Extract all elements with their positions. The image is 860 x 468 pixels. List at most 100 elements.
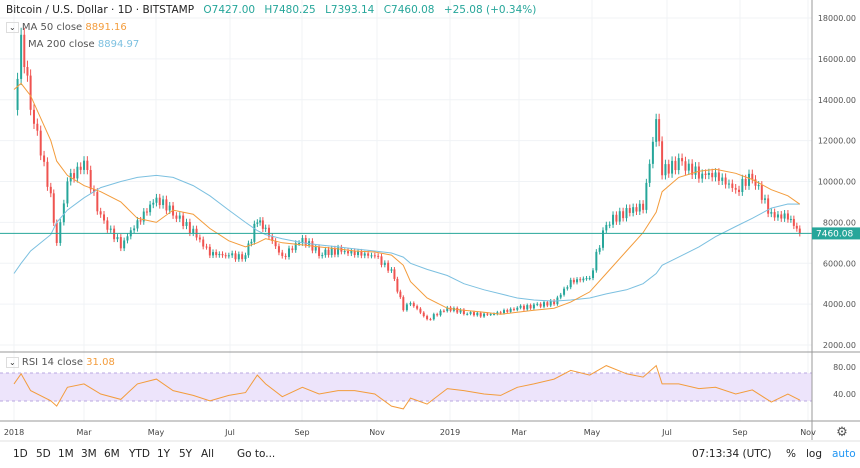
percent-toggle[interactable]: % bbox=[786, 448, 796, 460]
range-6m[interactable]: 6M bbox=[104, 448, 120, 460]
candle-body bbox=[798, 228, 801, 234]
candle-body bbox=[271, 236, 274, 242]
ma50-line bbox=[13, 82, 801, 315]
candle-body bbox=[479, 312, 482, 317]
candle-body bbox=[549, 300, 552, 306]
candle-body bbox=[598, 247, 601, 252]
candle-body bbox=[506, 310, 509, 312]
candle-body bbox=[529, 305, 532, 309]
range-1d[interactable]: 1D bbox=[13, 448, 28, 460]
candle-body bbox=[635, 207, 638, 212]
range-ytd[interactable]: YTD bbox=[129, 448, 150, 460]
candle-body bbox=[757, 185, 760, 187]
candle-body bbox=[741, 178, 744, 193]
time-tick-label: Jul bbox=[224, 428, 235, 437]
range-all[interactable]: All bbox=[201, 448, 215, 460]
log-toggle[interactable]: log bbox=[806, 448, 823, 460]
candle-body bbox=[383, 262, 386, 265]
time-tick-label: Sep bbox=[294, 428, 309, 437]
rsi-band bbox=[0, 373, 812, 401]
candle-body bbox=[459, 309, 462, 313]
candle-body bbox=[579, 279, 582, 281]
candle-body bbox=[52, 193, 55, 223]
candle-body bbox=[281, 252, 284, 256]
candle-body bbox=[412, 303, 415, 307]
time-tick-label: May bbox=[584, 428, 601, 437]
ma50-legend[interactable]: ⌄ MA 50 close 8891.16 bbox=[6, 22, 127, 33]
settings-gear-icon[interactable]: ⚙ bbox=[836, 425, 848, 440]
candle-body bbox=[546, 302, 549, 306]
candle-body bbox=[569, 279, 572, 288]
candle-body bbox=[250, 241, 253, 244]
candle-body bbox=[436, 314, 439, 316]
price-tick-label: 18000.00 bbox=[818, 14, 856, 23]
symbol-header: Bitcoin / U.S. Dollar · 1D · BITSTAMP O7… bbox=[6, 4, 536, 16]
rsi-legend[interactable]: ⌄ RSI 14 close 31.08 bbox=[6, 357, 115, 368]
candle-body bbox=[36, 123, 39, 131]
candle-body bbox=[429, 319, 432, 321]
candle-body bbox=[106, 220, 109, 230]
collapse-chevron-icon[interactable]: ⌄ bbox=[6, 22, 19, 33]
candle-body bbox=[16, 78, 19, 110]
candle-body bbox=[532, 304, 535, 309]
candle-body bbox=[476, 312, 479, 316]
candle-body bbox=[731, 183, 734, 188]
candle-body bbox=[109, 228, 112, 230]
candle-body bbox=[585, 278, 588, 280]
candle-body bbox=[188, 222, 191, 234]
candle-body bbox=[559, 294, 562, 298]
candle-body bbox=[343, 251, 346, 253]
candle-body bbox=[155, 197, 158, 203]
candle-body bbox=[66, 181, 69, 204]
range-5d[interactable]: 5D bbox=[36, 448, 51, 460]
candle-body bbox=[327, 249, 330, 255]
candle-body bbox=[149, 204, 152, 213]
candle-body bbox=[502, 310, 505, 314]
candle-body bbox=[516, 307, 519, 310]
candle-body bbox=[330, 248, 333, 255]
candle-body bbox=[416, 306, 419, 309]
candle-body bbox=[707, 172, 710, 175]
candle-body bbox=[763, 198, 766, 200]
candle-body bbox=[318, 247, 321, 256]
candle-body bbox=[377, 255, 380, 257]
ohlc-high: H7480.25 bbox=[264, 4, 316, 16]
candle-body bbox=[76, 166, 79, 179]
price-tick-label: 2000.00 bbox=[823, 341, 856, 350]
goto-button[interactable]: Go to... bbox=[237, 448, 276, 460]
candle-body bbox=[192, 228, 195, 234]
candle-body bbox=[399, 291, 402, 298]
candle-body bbox=[724, 177, 727, 185]
candle-body bbox=[512, 308, 515, 310]
ma200-legend[interactable]: MA 200 close 8894.97 bbox=[28, 39, 139, 50]
auto-toggle[interactable]: auto bbox=[832, 448, 856, 460]
candle-body bbox=[103, 214, 106, 221]
candle-body bbox=[158, 197, 161, 206]
ohlc-open: O7427.00 bbox=[203, 4, 256, 16]
candle-body bbox=[446, 307, 449, 312]
candle-body bbox=[697, 166, 700, 179]
range-3m[interactable]: 3M bbox=[81, 448, 97, 460]
candle-body bbox=[23, 34, 26, 68]
candle-body bbox=[215, 252, 218, 256]
candle-body bbox=[667, 164, 670, 174]
candle-body bbox=[622, 211, 625, 219]
candle-body bbox=[256, 222, 259, 224]
candle-body bbox=[563, 288, 566, 295]
collapse-chevron-icon[interactable]: ⌄ bbox=[6, 357, 19, 368]
candle-body bbox=[291, 248, 294, 251]
candle-body bbox=[347, 251, 350, 254]
range-5y[interactable]: 5Y bbox=[179, 448, 193, 460]
range-1y[interactable]: 1Y bbox=[157, 448, 171, 460]
candle-body bbox=[126, 236, 129, 241]
candle-body bbox=[113, 228, 116, 240]
candle-body bbox=[264, 227, 267, 229]
rsi-line bbox=[13, 364, 801, 410]
candle-body bbox=[123, 240, 126, 249]
candle-body bbox=[393, 269, 396, 279]
candle-body bbox=[357, 251, 360, 256]
candle-body bbox=[651, 141, 654, 164]
range-1m[interactable]: 1M bbox=[58, 448, 74, 460]
candle-body bbox=[674, 160, 677, 171]
